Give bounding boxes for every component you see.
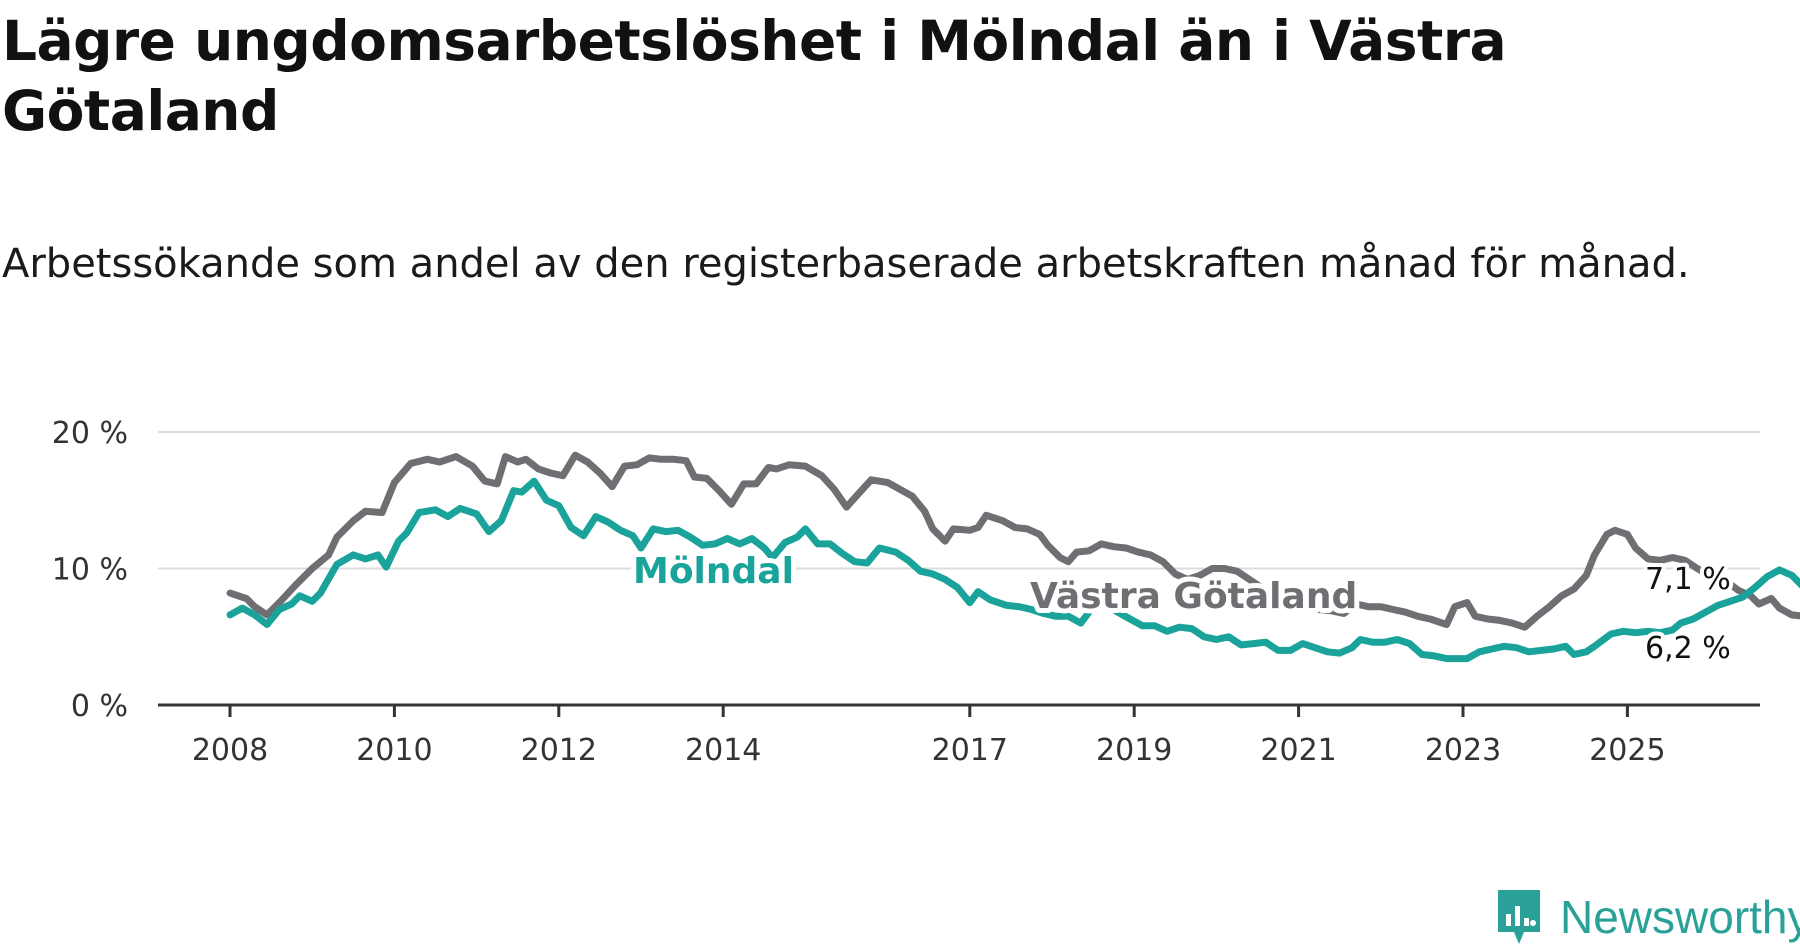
end-label-molndal: 6,2 % xyxy=(1645,631,1731,666)
newsworthy-brand[interactable]: Newsworthy xyxy=(1494,888,1800,946)
x-tick-label: 2014 xyxy=(685,733,761,768)
x-tick-label: 2017 xyxy=(932,733,1008,768)
chart-title: Lägre ungdomsarbetslöshet i Mölndal än i… xyxy=(2,9,1507,143)
end-label-vastra-gotaland: 7,1 % xyxy=(1645,562,1731,597)
label-layer: Mölndal Västra Götaland 7,1 % 6,2 % xyxy=(628,546,1735,670)
newsworthy-logo-icon xyxy=(1498,890,1540,944)
x-tick-label: 2023 xyxy=(1425,733,1501,768)
x-tick-label: 2019 xyxy=(1096,733,1172,768)
x-axis: 2008 2010 2012 2014 2017 2019 2021 2023 2025 xyxy=(158,703,1760,768)
series-line-molndal xyxy=(226,477,1800,663)
series-line-vastra-gotaland xyxy=(226,451,1800,631)
x-tick-label: 2025 xyxy=(1589,733,1665,768)
x-tick-label: 2021 xyxy=(1260,733,1336,768)
x-tick-label: 2010 xyxy=(356,733,432,768)
y-tick-label: 0 % xyxy=(71,689,128,724)
y-axis: 0 % 10 % 20 % xyxy=(52,416,128,724)
x-tick-label: 2008 xyxy=(192,733,268,768)
y-tick-label: 10 % xyxy=(52,553,128,588)
brand-name: Newsworthy xyxy=(1560,891,1800,943)
series-layer xyxy=(226,451,1800,663)
x-tick-label: 2012 xyxy=(521,733,597,768)
y-tick-label: 20 % xyxy=(52,416,128,451)
grid-layer xyxy=(158,431,1760,570)
chart-subtitle: Arbetssökande som andel av den registerb… xyxy=(2,241,1690,287)
series-label-molndal: Mölndal xyxy=(633,551,794,592)
series-label-vastra-gotaland: Västra Götaland xyxy=(1030,576,1357,617)
